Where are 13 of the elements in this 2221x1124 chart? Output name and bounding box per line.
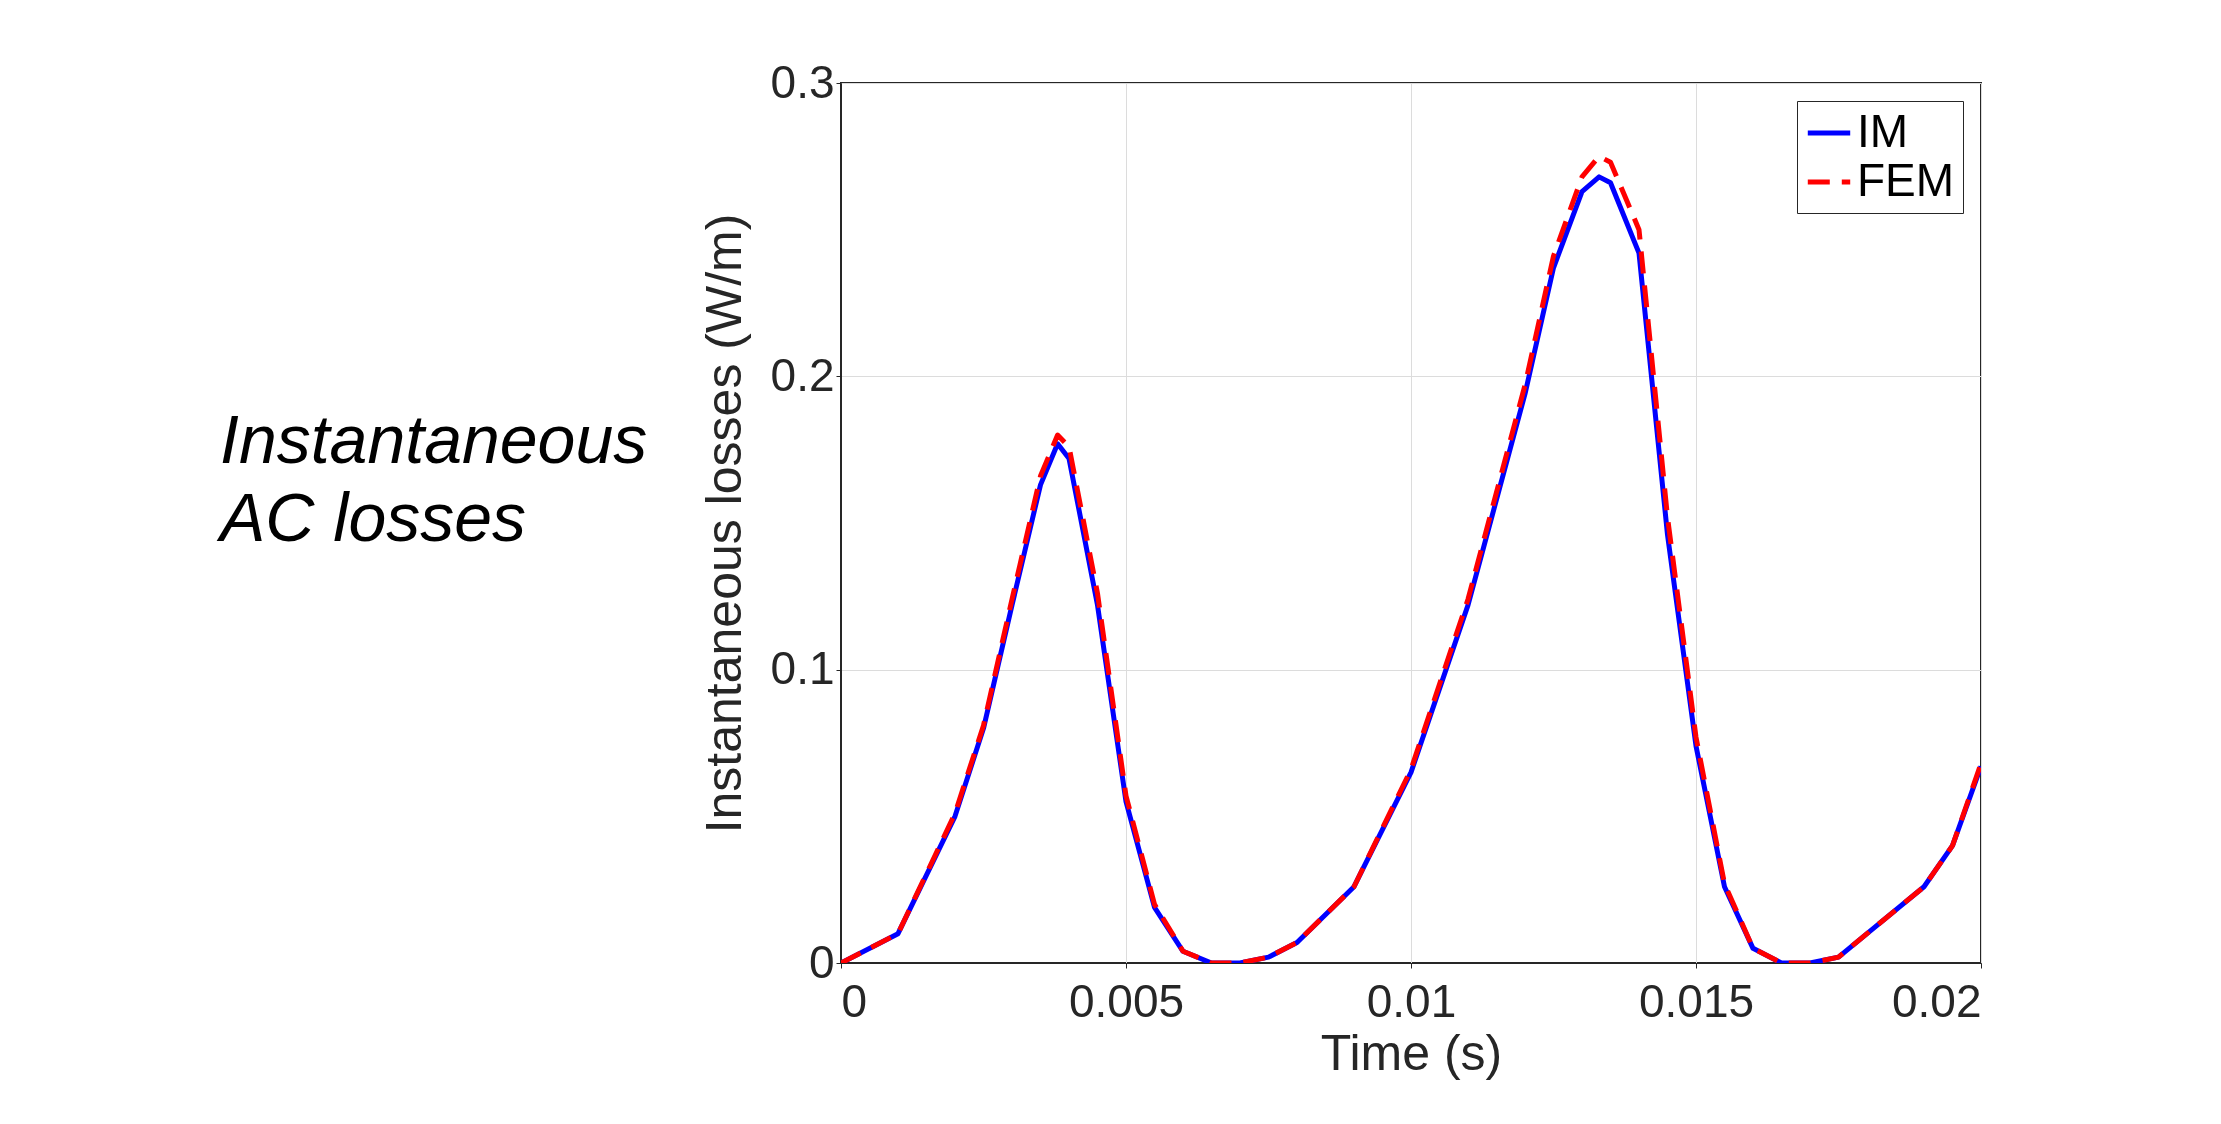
x-tick-label: 0.005 xyxy=(1068,974,1185,1027)
y-tick-label: 0 xyxy=(808,935,835,988)
x-axis-title: Time (s) xyxy=(1320,1024,1503,1081)
x-tick-label: 0.02 xyxy=(1891,974,1982,1027)
x-tick-label: 0.015 xyxy=(1638,974,1755,1027)
x-tick-label: 0.01 xyxy=(1366,974,1457,1027)
legend-label: FEM xyxy=(1857,154,1955,206)
x-tick-label: 0 xyxy=(841,974,868,1027)
y-tick-label: 0.2 xyxy=(770,348,835,401)
y-tick-label: 0.1 xyxy=(770,642,835,695)
y-axis-title: Instantaneous losses (W/m) xyxy=(695,213,752,834)
legend-label: IM xyxy=(1857,105,1909,157)
y-tick-label: 0.3 xyxy=(770,55,835,108)
